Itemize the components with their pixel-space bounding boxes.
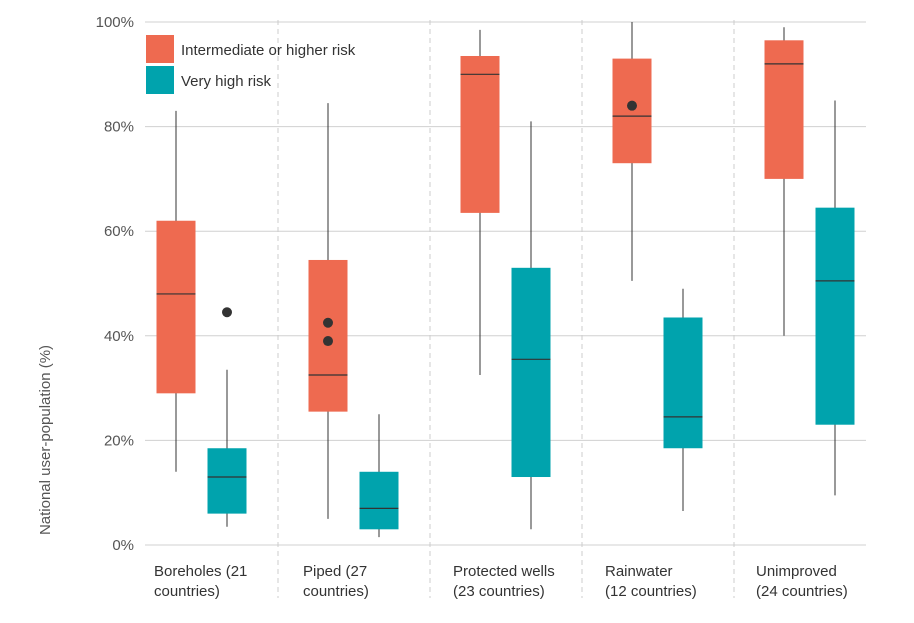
legend-swatch-very-high	[146, 66, 174, 94]
category-label: Boreholes (21	[154, 563, 247, 580]
y-tick-label: 40%	[104, 328, 134, 345]
box-1-1	[359, 414, 399, 538]
legend-swatch-intermediate	[146, 35, 174, 63]
y-tick-label: 60%	[104, 223, 134, 240]
box-3-1	[663, 288, 703, 512]
box-body	[308, 259, 348, 412]
box-body	[207, 448, 247, 514]
category-label: Piped (27	[303, 563, 367, 580]
legend-label-very-high: Very high risk	[181, 73, 272, 90]
y-tick-label: 100%	[96, 14, 134, 31]
box-4-0	[764, 27, 804, 336]
box-2-1	[511, 121, 551, 530]
y-tick-label: 0%	[112, 537, 134, 554]
outlier-point	[627, 100, 637, 111]
outlier-point	[323, 336, 333, 347]
category-label: countries)	[154, 583, 220, 600]
box-body	[511, 267, 551, 478]
outlier-point	[323, 317, 333, 328]
box-body	[612, 58, 652, 164]
x-axis-categories: Boreholes (21 countries) Piped (27 countrie…	[154, 563, 848, 600]
box-body	[764, 40, 804, 179]
boxes	[156, 22, 855, 538]
box-body	[359, 471, 399, 530]
grid-lines	[145, 21, 866, 546]
category-label: (23 countries)	[453, 583, 545, 600]
box-0-0	[156, 110, 196, 472]
box-body	[156, 220, 196, 394]
box-4-1	[815, 100, 855, 496]
box-body	[460, 55, 500, 213]
category-label: countries)	[303, 583, 369, 600]
y-tick-label: 20%	[104, 432, 134, 449]
box-body	[663, 317, 703, 449]
category-label: Unimproved	[756, 563, 837, 580]
category-label: (12 countries)	[605, 583, 697, 600]
category-label: Protected wells	[453, 563, 555, 580]
y-tick-label: 80%	[104, 119, 134, 136]
category-label: (24 countries)	[756, 583, 848, 600]
legend-label-intermediate: Intermediate or higher risk	[181, 42, 356, 59]
box-body	[815, 207, 855, 425]
outlier-point	[222, 307, 232, 318]
box-2-0	[460, 29, 500, 376]
y-axis-ticks: 0% 20% 40% 60% 80% 100%	[96, 14, 134, 554]
box-0-1	[207, 307, 247, 527]
y-axis-title: National user-population (%)	[37, 345, 54, 535]
category-label: Rainwater	[605, 563, 673, 580]
box-3-0	[612, 22, 652, 281]
box-1-0	[308, 103, 348, 519]
category-separators	[277, 20, 735, 598]
legend: Intermediate or higher risk Very high ri…	[146, 35, 356, 94]
